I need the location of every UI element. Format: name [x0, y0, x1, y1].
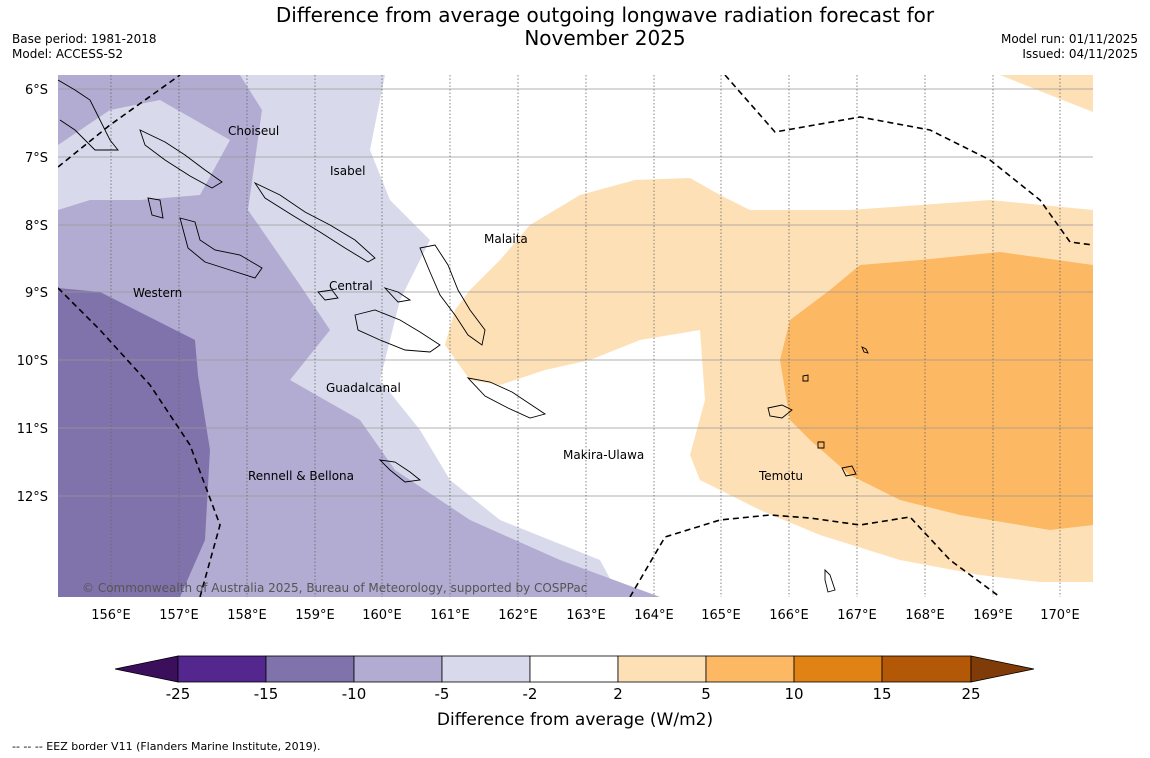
colorbar-segment [353, 655, 443, 683]
choiseul-island [139, 129, 223, 189]
lon-gridlines [110, 75, 1061, 597]
colorbar-segment [529, 655, 619, 683]
label-western: Western [133, 286, 182, 300]
lon-label: 160°E [362, 608, 402, 623]
colorbar-extend-max [970, 655, 1035, 683]
lon-label: 169°E [973, 608, 1013, 623]
lat-label: 12°S [17, 490, 48, 505]
region-corner [58, 75, 180, 120]
colorbar-tick-label: -15 [253, 685, 279, 703]
lon-label: 165°E [701, 608, 741, 623]
small-island-south [824, 568, 836, 593]
lon-label: 166°E [769, 608, 809, 623]
lon-label: 162°E [498, 608, 538, 623]
lat-axis-labels: 6°S 7°S 8°S 9°S 10°S 11°S 12°S [17, 83, 48, 505]
colorbar-segment [881, 655, 972, 683]
title-line-2: November 2025 [524, 26, 686, 50]
lon-label: 164°E [634, 608, 674, 623]
colorbar [114, 655, 1035, 683]
base-period: Base period: 1981-2018 [12, 32, 157, 46]
label-rennell-bellona: Rennell & Bellona [248, 469, 354, 483]
russell-islands [383, 287, 412, 303]
label-choiseul: Choiseul [228, 124, 279, 138]
colorbar-title: Difference from average (W/m2) [436, 710, 714, 730]
malaita-island [419, 244, 486, 346]
makira-island [466, 377, 547, 419]
lat-label: 10°S [17, 354, 48, 369]
colorbar-tick-label: -5 [434, 685, 450, 703]
lat-label: 9°S [25, 286, 48, 301]
lat-gridlines [58, 88, 1093, 497]
meta-right: Model run: 01/11/2025 Issued: 04/11/2025 [1001, 32, 1138, 62]
eez-footnote: -- -- -- EEZ border V11 (Flanders Marine… [12, 740, 321, 753]
colorbar-tick-label: 25 [961, 685, 981, 703]
province-labels: Choiseul Isabel Malaita Central Western … [133, 124, 803, 483]
issued-date: Issued: 04/11/2025 [1022, 47, 1138, 61]
duff-islands [861, 346, 869, 354]
lon-label: 163°E [566, 608, 606, 623]
colorbar-segment [793, 655, 883, 683]
colorbar-tick-label: -10 [341, 685, 367, 703]
vella-lavella-island [147, 197, 164, 219]
region-minus15-minus10 [58, 288, 210, 597]
colorbar-extend-min [114, 655, 179, 683]
label-temotu: Temotu [758, 469, 803, 483]
colorbar-segment [265, 655, 355, 683]
colorbar-segment [441, 655, 531, 683]
region-5-10 [780, 252, 1093, 530]
copyright-notice: © Commonwealth of Australia 2025, Bureau… [82, 581, 587, 595]
lat-label: 6°S [25, 83, 48, 98]
colorbar-tick-label: 2 [613, 685, 623, 703]
anomaly-field [58, 75, 1093, 597]
rennell-island [378, 459, 422, 483]
lon-label: 156°E [91, 608, 131, 623]
chart-title: Difference from average outgoing longwav… [250, 4, 960, 50]
label-guadalcanal: Guadalcanal [326, 381, 401, 395]
colorbar-tick-label: 15 [872, 685, 892, 703]
region-light-topleft [58, 100, 230, 210]
meta-left: Base period: 1981-2018 Model: ACCESS-S2 [12, 32, 157, 62]
isabel-island [253, 181, 376, 263]
colorbar-segment [177, 655, 267, 683]
santa-cruz-island [767, 404, 793, 419]
colorbar-tick-label: -2 [522, 685, 538, 703]
colorbar-tick-label: 10 [784, 685, 804, 703]
colorbar-tick-label: -25 [165, 685, 191, 703]
region-2-5-corner [1000, 75, 1093, 112]
lon-label: 167°E [837, 608, 877, 623]
label-central: Central [329, 279, 373, 293]
new-georgia-islands [179, 217, 263, 279]
lon-label: 168°E [905, 608, 945, 623]
bougainville-island [57, 79, 119, 151]
lon-label: 161°E [430, 608, 470, 623]
lat-label: 7°S [25, 151, 48, 166]
label-isabel: Isabel [330, 164, 365, 178]
lon-label: 170°E [1040, 608, 1080, 623]
colorbar-segment [617, 655, 707, 683]
lat-label: 11°S [17, 422, 48, 437]
lon-axis-labels: 156°E 157°E 158°E 159°E 160°E 161°E 162°… [91, 608, 1080, 623]
florida-islands [317, 289, 339, 301]
eez-border [58, 75, 1093, 597]
utupua-island [817, 441, 825, 449]
island-outlines [57, 79, 869, 593]
label-malaita: Malaita [484, 232, 528, 246]
model-run: Model run: 01/11/2025 [1000, 32, 1138, 46]
reef-islands [802, 374, 809, 382]
lon-label: 158°E [227, 608, 267, 623]
title-line-1: Difference from average outgoing longwav… [275, 3, 935, 27]
colorbar-tick-label: 5 [701, 685, 711, 703]
colorbar-segment [705, 655, 795, 683]
guadalcanal-island [354, 309, 441, 353]
lon-label: 159°E [295, 608, 335, 623]
model-name: Model: ACCESS-S2 [12, 47, 124, 61]
lat-label: 8°S [25, 219, 48, 234]
label-makira-ulawa: Makira-Ulawa [563, 448, 644, 462]
vanikoro-island [841, 465, 857, 477]
lon-label: 157°E [159, 608, 199, 623]
